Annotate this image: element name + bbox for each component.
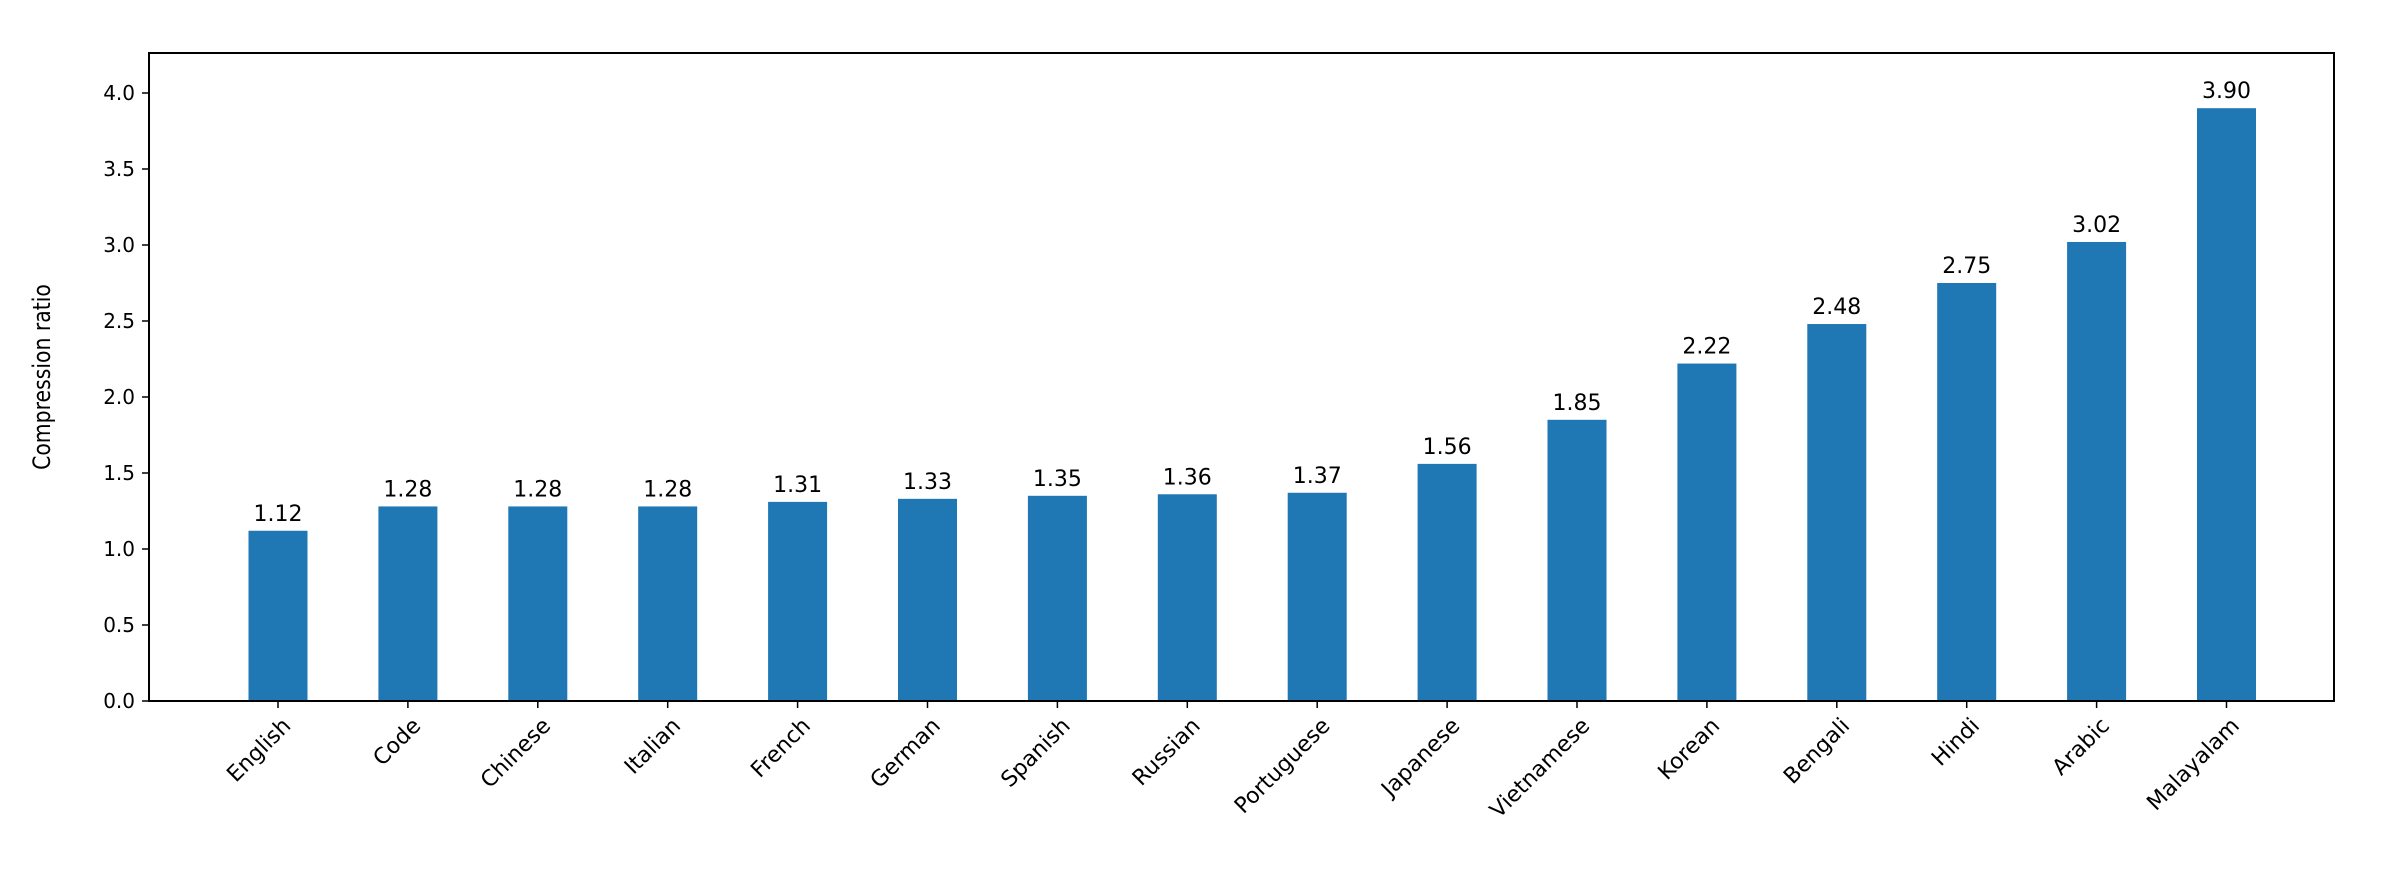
x-tick-label: Chinese xyxy=(476,714,556,794)
x-tick-label: Korean xyxy=(1654,714,1726,786)
data-label: 1.85 xyxy=(1553,391,1602,416)
bar-arabic xyxy=(2067,241,2127,701)
x-axis-ticks: English Code Chinese Italian French German Spa… xyxy=(222,701,2245,824)
y-tick-label: 0.0 xyxy=(103,689,135,713)
y-tick-label: 3.0 xyxy=(103,233,135,257)
bar-russian xyxy=(1157,494,1217,701)
bar-bengali xyxy=(1807,324,1867,701)
bar-spanish xyxy=(1027,495,1087,701)
x-tick-label: Italian xyxy=(620,714,686,780)
x-tick-label: French xyxy=(746,714,815,783)
data-label: 3.90 xyxy=(2202,79,2251,104)
bar-chinese xyxy=(508,506,568,701)
x-tick-label: Bengali xyxy=(1779,714,1855,790)
data-label: 1.28 xyxy=(383,477,432,502)
x-tick-label: Vietnamese xyxy=(1485,714,1595,824)
data-label: 2.75 xyxy=(1942,254,1991,279)
x-tick-label: English xyxy=(222,714,296,788)
x-tick-label: Russian xyxy=(1128,714,1206,792)
bar-malayalam xyxy=(2197,108,2256,701)
x-tick-label: Japanese xyxy=(1376,714,1466,804)
bar-vietnamese xyxy=(1547,419,1607,701)
data-labels: 1.12 1.28 1.28 1.28 1.31 1.33 1.35 1.36 1.37 1.56… xyxy=(254,79,2251,527)
data-label: 1.12 xyxy=(254,502,303,527)
bar-korean xyxy=(1677,363,1737,701)
data-label: 1.56 xyxy=(1423,435,1472,460)
y-tick-label: 3.5 xyxy=(103,157,135,181)
y-tick-label: 1.5 xyxy=(103,461,135,485)
y-axis-label: Compression ratio xyxy=(28,284,56,470)
data-label: 2.22 xyxy=(1682,335,1731,360)
bar-hindi xyxy=(1937,283,1997,701)
x-tick-label: Spanish xyxy=(997,714,1076,793)
data-label: 1.28 xyxy=(643,477,692,502)
bar-german xyxy=(898,498,957,701)
bar-code xyxy=(378,506,438,701)
x-tick-label: Arabic xyxy=(2048,714,2115,781)
axes-frame xyxy=(148,52,2335,702)
data-label: 1.36 xyxy=(1163,465,1212,490)
y-tick-label: 0.5 xyxy=(103,613,135,637)
data-label: 1.31 xyxy=(773,473,822,498)
x-tick-label: Code xyxy=(369,714,427,772)
bar-japanese xyxy=(1417,463,1477,701)
bar-french xyxy=(768,501,828,701)
x-tick-label: Hindi xyxy=(1927,714,1985,772)
data-label: 1.33 xyxy=(903,470,952,495)
data-label: 3.02 xyxy=(2072,213,2121,238)
x-tick-label: Portuguese xyxy=(1230,714,1335,819)
bars xyxy=(248,108,2256,701)
bar-italian xyxy=(638,506,698,701)
x-tick-label: German xyxy=(866,714,946,794)
x-tick-label: Malayalam xyxy=(2142,714,2244,816)
y-axis-ticks: 0.0 0.5 1.0 1.5 2.0 2.5 3.0 3.5 4.0 xyxy=(103,81,149,713)
bar-portuguese xyxy=(1287,492,1347,701)
y-tick-label: 1.0 xyxy=(103,537,135,561)
bar-english xyxy=(248,530,308,701)
y-tick-label: 4.0 xyxy=(103,81,135,105)
y-tick-label: 2.5 xyxy=(103,309,135,333)
data-label: 1.35 xyxy=(1033,467,1082,492)
data-label: 1.37 xyxy=(1293,464,1342,489)
data-label: 1.28 xyxy=(513,477,562,502)
y-tick-label: 2.0 xyxy=(103,385,135,409)
data-label: 2.48 xyxy=(1812,295,1861,320)
